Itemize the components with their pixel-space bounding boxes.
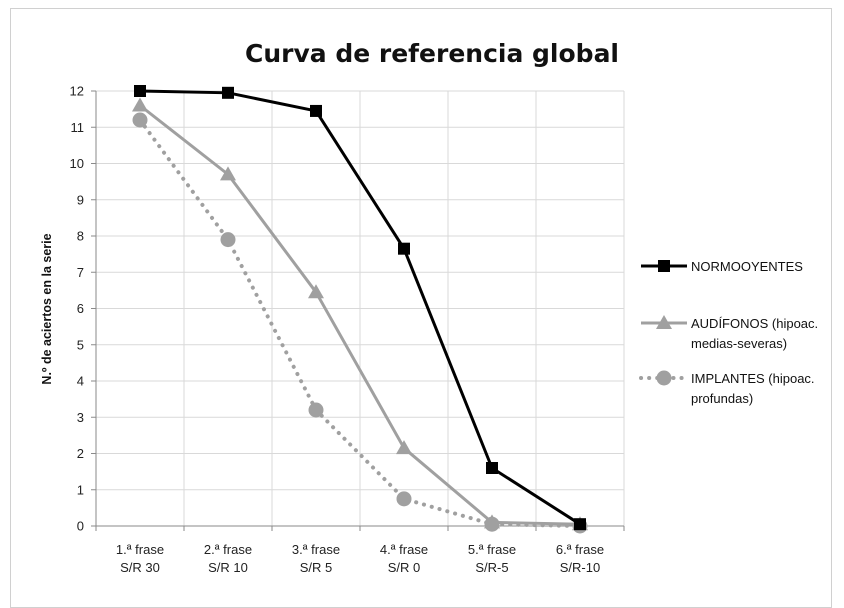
y-tick-label: 11 [71, 120, 85, 135]
x-tick-label: 3.ª frase S/R 5 [292, 542, 340, 575]
x-tick-label: 5.ª frase S/R-5 [468, 542, 516, 575]
legend-marker-swatch [656, 370, 672, 386]
y-tick-label: 4 [77, 374, 84, 389]
legend-normooyentes: NORMOOYENTES [641, 259, 803, 274]
normooyentes-point [574, 518, 586, 531]
audifonos-point [132, 97, 148, 112]
legend-label: AUDÍFONOS (hipoac. medias-severas) [691, 316, 818, 351]
implantes-point [396, 491, 412, 507]
legend-label: IMPLANTES (hipoac. profundas) [691, 371, 815, 406]
legend-marker-swatch [656, 315, 672, 329]
audifonos-point [396, 440, 412, 455]
legend-marker-swatch [658, 260, 670, 272]
line-chart: Curva de referencia global N.º de aciert… [40, 39, 818, 575]
legend-label: NORMOOYENTES [691, 259, 803, 274]
y-tick-label: 10 [70, 156, 84, 171]
audifonos-line [139, 104, 581, 526]
normooyentes-point [398, 242, 410, 255]
audifonos-point [220, 166, 236, 181]
grid-layer [96, 90, 625, 526]
normooyentes-point [222, 86, 234, 99]
x-tick-label: 1.ª frase S/R 30 [116, 542, 164, 575]
x-tick-label: 2.ª frase S/R 10 [204, 542, 252, 575]
y-axis-label: N.º de aciertos en la serie [40, 233, 54, 384]
y-tick-label: 5 [77, 337, 84, 352]
audifonos-point [484, 514, 500, 529]
legend: NORMOOYENTES AUDÍFONOS (hipoac. medias-sev… [639, 259, 818, 406]
y-tick-label: 6 [77, 301, 84, 316]
y-tick-label: 3 [77, 410, 84, 425]
implantes-point [132, 112, 148, 128]
y-tick-label: 1 [77, 482, 84, 497]
legend-audifonos: AUDÍFONOS (hipoac. medias-severas) [641, 315, 818, 351]
y-tick-label: 12 [70, 84, 84, 99]
audifonos-point [308, 284, 324, 299]
normooyentes-line [139, 89, 581, 526]
chart-title: Curva de referencia global [245, 39, 619, 68]
series-layer [132, 85, 588, 534]
y-tick-label: 2 [77, 446, 84, 461]
y-tick-label: 0 [77, 519, 84, 534]
implantes-point [308, 402, 324, 418]
y-tick-label: 7 [77, 265, 84, 280]
legend-implantes: IMPLANTES (hipoac. profundas) [639, 370, 815, 406]
implantes-point [220, 232, 236, 248]
y-tick-label: 9 [77, 192, 84, 207]
normooyentes-point [486, 462, 498, 474]
x-tick-label: 4.ª frase S/R 0 [380, 542, 428, 575]
normooyentes-point [310, 104, 322, 117]
x-tick-label: 6.ª frase S/R-10 [556, 542, 604, 575]
normooyentes-point [134, 85, 146, 97]
y-tick-label: 8 [77, 229, 84, 244]
